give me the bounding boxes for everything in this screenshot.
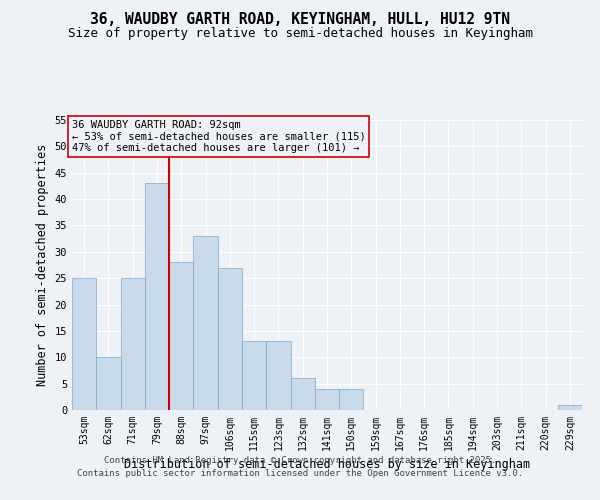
Bar <box>290 378 315 410</box>
Bar <box>72 278 96 410</box>
Text: 36, WAUDBY GARTH ROAD, KEYINGHAM, HULL, HU12 9TN: 36, WAUDBY GARTH ROAD, KEYINGHAM, HULL, … <box>90 12 510 28</box>
Text: Contains public sector information licensed under the Open Government Licence v3: Contains public sector information licen… <box>77 468 523 477</box>
Bar <box>339 389 364 410</box>
Bar <box>242 342 266 410</box>
Text: Size of property relative to semi-detached houses in Keyingham: Size of property relative to semi-detach… <box>67 28 533 40</box>
Bar <box>121 278 145 410</box>
Bar <box>558 404 582 410</box>
Bar <box>96 358 121 410</box>
Bar <box>218 268 242 410</box>
Bar <box>193 236 218 410</box>
Text: 36 WAUDBY GARTH ROAD: 92sqm
← 53% of semi-detached houses are smaller (115)
47% : 36 WAUDBY GARTH ROAD: 92sqm ← 53% of sem… <box>72 120 366 153</box>
Text: Contains HM Land Registry data © Crown copyright and database right 2025.: Contains HM Land Registry data © Crown c… <box>104 456 496 465</box>
Bar <box>145 184 169 410</box>
Bar <box>169 262 193 410</box>
Y-axis label: Number of semi-detached properties: Number of semi-detached properties <box>36 144 49 386</box>
Bar <box>315 389 339 410</box>
X-axis label: Distribution of semi-detached houses by size in Keyingham: Distribution of semi-detached houses by … <box>124 458 530 471</box>
Bar <box>266 342 290 410</box>
